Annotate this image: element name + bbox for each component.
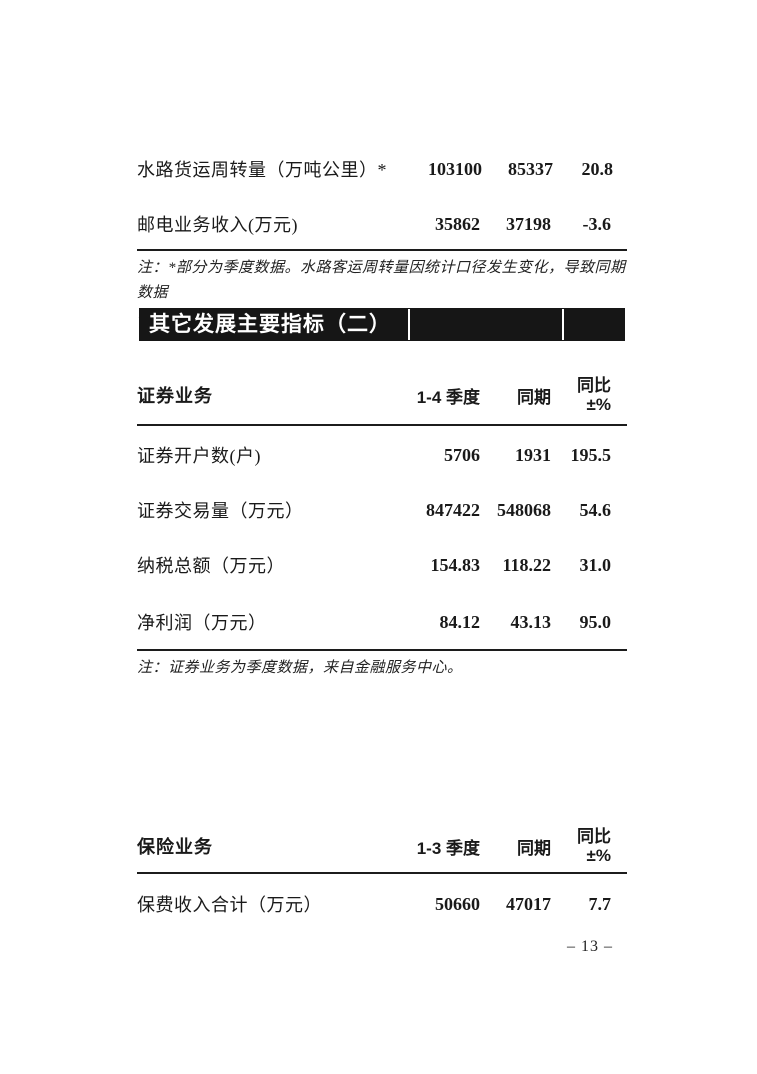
column-header-category: 证券业务: [137, 386, 213, 406]
yoy-header-line2: ±%: [586, 395, 611, 414]
yoy-header-line1: 同比: [577, 376, 611, 395]
row-value-current: 5706: [444, 444, 480, 465]
table-row: 证券交易量（万元） 847422 548068 54.6: [137, 497, 627, 522]
table-row: 净利润（万元） 84.12 43.13 95.0: [137, 609, 627, 634]
row-value-same-period: 1931: [515, 444, 551, 465]
row-value-same-period: 43.13: [510, 611, 552, 632]
row-value-current: 103100: [428, 158, 482, 179]
column-header-category: 保险业务: [137, 837, 213, 857]
row-label: 纳税总额（万元）: [137, 556, 285, 576]
row-value-current: 35862: [435, 213, 480, 234]
row-value-same-period: 47017: [506, 893, 551, 914]
row-value-yoy: 7.7: [588, 893, 612, 914]
bar-divider: [562, 309, 564, 340]
row-value-current: 847422: [426, 499, 480, 520]
row-value-same-period: 118.22: [502, 554, 551, 575]
horizontal-rule: [137, 249, 627, 251]
row-value-yoy: 195.5: [570, 444, 612, 465]
column-header-period: 1-4 季度: [416, 387, 480, 407]
row-value-current: 50660: [435, 893, 480, 914]
row-value-yoy: -3.6: [582, 213, 612, 234]
page-number: – 13 –: [567, 938, 613, 955]
row-value-yoy: 31.0: [579, 554, 612, 575]
row-value-current: 84.12: [439, 611, 481, 632]
table-row: 水路货运周转量（万吨公里）* 103100 85337 20.8: [137, 156, 627, 181]
footnote-line: 注：证券业务为季度数据，来自金融服务中心。: [137, 660, 463, 676]
column-header-period: 1-3 季度: [416, 838, 480, 858]
horizontal-rule: [137, 424, 627, 426]
table-header-row: 证券业务 1-4 季度 同期 同比 ±%: [137, 373, 627, 417]
table-row: 保费收入合计（万元） 50660 47017 7.7: [137, 891, 627, 916]
row-label: 保费收入合计（万元）: [137, 895, 322, 915]
yoy-header-line1: 同比: [577, 827, 611, 846]
section-header-bar: 其它发展主要指标（二）: [139, 308, 625, 341]
row-value-yoy: 54.6: [579, 499, 612, 520]
bar-divider: [408, 309, 410, 340]
horizontal-rule: [137, 872, 627, 874]
row-label: 水路货运周转量（万吨公里）*: [137, 160, 387, 180]
column-header-yoy: 同比 ±%: [551, 376, 611, 414]
footnote: 注：证券业务为季度数据，来自金融服务中心。: [137, 656, 633, 681]
row-value-yoy: 95.0: [579, 611, 612, 632]
row-value-yoy: 20.8: [581, 158, 614, 179]
table-row: 纳税总额（万元） 154.83 118.22 31.0: [137, 552, 627, 577]
table-row: 邮电业务收入(万元) 35862 37198 -3.6: [137, 211, 627, 236]
table-header-row: 保险业务 1-3 季度 同期 同比 ±%: [137, 824, 627, 868]
row-value-same-period: 37198: [506, 213, 551, 234]
horizontal-rule: [137, 649, 627, 651]
column-header-same-period: 同期: [517, 838, 551, 858]
column-header-same-period: 同期: [517, 387, 551, 407]
row-label: 邮电业务收入(万元): [137, 215, 298, 235]
row-label: 净利润（万元）: [137, 613, 267, 633]
footnote-line: 注：*部分为季度数据。水路客运周转量因统计口径发生变化，导致同期数据: [137, 260, 626, 301]
column-header-yoy: 同比 ±%: [551, 827, 611, 865]
row-value-same-period: 85337: [508, 158, 553, 179]
table-row: 证券开户数(户) 5706 1931 195.5: [137, 442, 627, 467]
row-label: 证券开户数(户): [137, 446, 261, 466]
section-title: 其它发展主要指标（二）: [149, 313, 391, 336]
row-label: 证券交易量（万元）: [137, 501, 304, 521]
row-value-current: 154.83: [430, 554, 481, 575]
yoy-header-line2: ±%: [586, 846, 611, 865]
row-value-same-period: 548068: [497, 499, 551, 520]
